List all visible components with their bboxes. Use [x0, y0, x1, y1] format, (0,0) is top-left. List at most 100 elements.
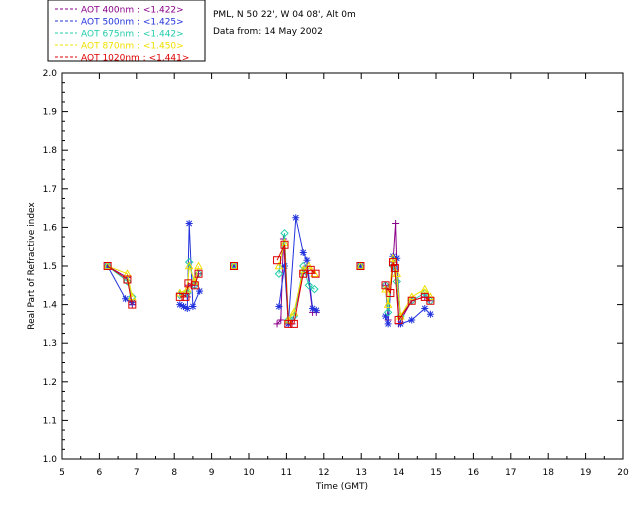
data-point: [189, 303, 197, 311]
legend-label: AOT 500nm : <1.425>: [81, 18, 184, 28]
x-tick-label: 20: [617, 468, 629, 478]
y-tick-label: 1.6: [43, 223, 58, 233]
x-tick-label: 8: [171, 468, 177, 478]
data-point: [420, 284, 430, 293]
x-tick-label: 9: [209, 468, 215, 478]
data-point: [182, 284, 192, 293]
data-point: [394, 316, 403, 325]
data-point: [273, 320, 281, 328]
x-tick-label: 16: [468, 468, 480, 478]
data-point: [386, 289, 395, 298]
data-point: [390, 263, 399, 272]
data-point: [230, 262, 238, 270]
series: [103, 240, 435, 328]
data-point: [381, 281, 390, 290]
data-point: [190, 281, 199, 290]
x-tick-label: 13: [355, 468, 366, 478]
data-point: [181, 292, 190, 301]
series-line: [278, 233, 315, 321]
data-point: [388, 258, 397, 267]
data-point: [382, 312, 390, 320]
x-tick-label: 7: [134, 468, 140, 478]
data-point: [123, 277, 132, 286]
data-point: [356, 261, 365, 270]
data-point: [407, 292, 417, 301]
data-point: [392, 220, 400, 228]
data-point: [309, 304, 317, 312]
y-tick-label: 1.3: [43, 339, 57, 349]
legend-label: AOT 1020nm : <1.441>: [81, 54, 189, 64]
data-point: [277, 316, 285, 324]
data-point: [292, 214, 300, 222]
legend-item: AOT 500nm : <1.425>: [55, 18, 184, 28]
data-point: [184, 279, 193, 288]
data-point: [183, 304, 191, 312]
data-point: [229, 261, 239, 270]
data-point: [184, 257, 194, 267]
series-line: [107, 265, 133, 305]
y-tick-label: 1.8: [43, 146, 58, 156]
data-point: [175, 292, 184, 301]
data-point: [389, 252, 397, 260]
legend-item: AOT 1020nm : <1.441>: [55, 54, 189, 64]
y-tick-label: 1.1: [43, 416, 57, 426]
data-point: [275, 303, 283, 311]
data-point: [280, 240, 289, 249]
y-tick-label: 1.0: [43, 455, 58, 465]
data-point: [123, 269, 132, 278]
data-point: [122, 295, 130, 303]
data-point: [175, 288, 185, 297]
data-point: [383, 300, 393, 308]
data-point: [299, 248, 307, 256]
y-tick-label: 1.4: [43, 301, 58, 311]
data-point: [298, 265, 308, 274]
data-point: [184, 261, 194, 270]
data-point: [392, 277, 401, 286]
data-point: [185, 220, 193, 228]
data-point: [426, 296, 435, 305]
data-point: [103, 261, 112, 270]
x-tick-label: 12: [318, 468, 329, 478]
data-point: [289, 319, 298, 328]
data-point: [103, 262, 112, 270]
data-point: [281, 262, 289, 270]
series: [103, 228, 435, 325]
x-axis-label: Time (GMT): [315, 482, 368, 492]
chart-title-line-1: PML, N 50 22', W 04 08', Alt 0m: [213, 10, 356, 20]
data-point: [194, 261, 203, 270]
data-point: [230, 262, 239, 270]
data-point: [196, 287, 204, 295]
series: [104, 214, 434, 328]
x-tick-label: 6: [97, 468, 103, 478]
legend-label: AOT 675nm : <1.442>: [81, 30, 184, 40]
y-axis: 1.0 1.1 1.2 1.3 1.4 1.5 1.6 1.7 1.8 1.9 2.0: [43, 69, 623, 465]
data-point: [123, 275, 132, 284]
x-axis: 5 6 7 8 9 10 11 12 13 14 15 16 17 18 19 20: [59, 73, 629, 478]
y-tick-label: 1.5: [43, 262, 57, 272]
x-tick-label: 11: [281, 468, 292, 478]
data-point: [303, 256, 311, 264]
data-point: [194, 269, 203, 278]
data-point: [128, 300, 137, 309]
x-tick-label: 14: [393, 468, 405, 478]
legend: AOT 400nm : <1.422> AOT 500nm : <1.425> AO…: [47, 0, 206, 64]
y-tick-label: 1.7: [43, 185, 57, 195]
legend-label: AOT 400nm : <1.422>: [81, 6, 184, 16]
legend-box: [47, 0, 206, 62]
data-point: [421, 304, 429, 312]
plot-frame: [61, 72, 624, 460]
data-point: [408, 316, 416, 324]
data-point: [356, 262, 365, 270]
series-line: [107, 265, 133, 298]
data-point: [311, 269, 320, 278]
data-point: [383, 308, 393, 317]
x-tick-label: 15: [430, 468, 441, 478]
data-point: [180, 303, 188, 311]
data-point: [304, 281, 314, 290]
data-point: [280, 228, 289, 238]
y-tick-label: 2.0: [43, 69, 58, 79]
data-point: [284, 319, 293, 328]
data-point: [310, 284, 319, 294]
y-tick-label: 1.2: [43, 378, 57, 388]
